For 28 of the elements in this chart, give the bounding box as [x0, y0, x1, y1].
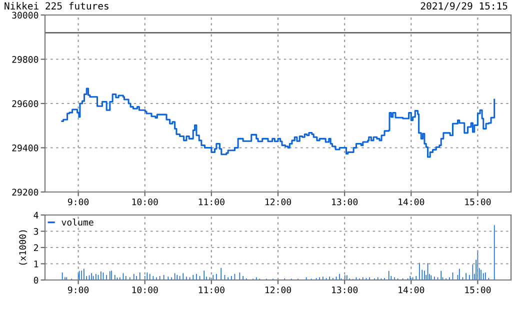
x-tick-label: 15:00: [465, 286, 491, 294]
x-tick-label: 14:00: [398, 198, 424, 206]
chart-subtitle: 2021/9/29 15:15: [420, 2, 508, 10]
y-tick-label: 2: [34, 244, 38, 251]
x-tick-label: 10:00: [132, 198, 158, 206]
x-tick-label: 13:00: [332, 286, 358, 294]
x-tick-label: 13:00: [332, 198, 358, 206]
chart-title: Nikkei 225 futures: [4, 2, 108, 10]
x-tick-label: 11:00: [198, 198, 224, 206]
legend-label: volume: [62, 218, 94, 226]
y-axis-title: (x1000): [19, 230, 28, 265]
y-tick-label: 4: [34, 212, 38, 218]
x-tick-label: 11:00: [198, 286, 224, 294]
x-tick-label: 14:00: [398, 286, 424, 294]
x-tick-label: 15:00: [465, 198, 491, 206]
y-tick-label: 3: [34, 228, 38, 235]
x-tick-label: 9:00: [68, 286, 89, 294]
y-tick-label: 30000: [12, 12, 38, 19]
y-tick-label: 1: [34, 260, 38, 268]
x-tick-label: 12:00: [265, 286, 292, 294]
x-tick-label: 10:00: [132, 286, 158, 294]
y-tick-label: 29800: [12, 56, 38, 63]
y-tick-label: 29200: [12, 188, 38, 196]
y-tick-label: 29400: [12, 144, 38, 152]
y-tick-label: 0: [34, 276, 38, 284]
y-tick-label: 29600: [12, 100, 38, 108]
x-tick-label: 12:00: [265, 198, 292, 206]
x-tick-label: 9:00: [68, 198, 89, 206]
